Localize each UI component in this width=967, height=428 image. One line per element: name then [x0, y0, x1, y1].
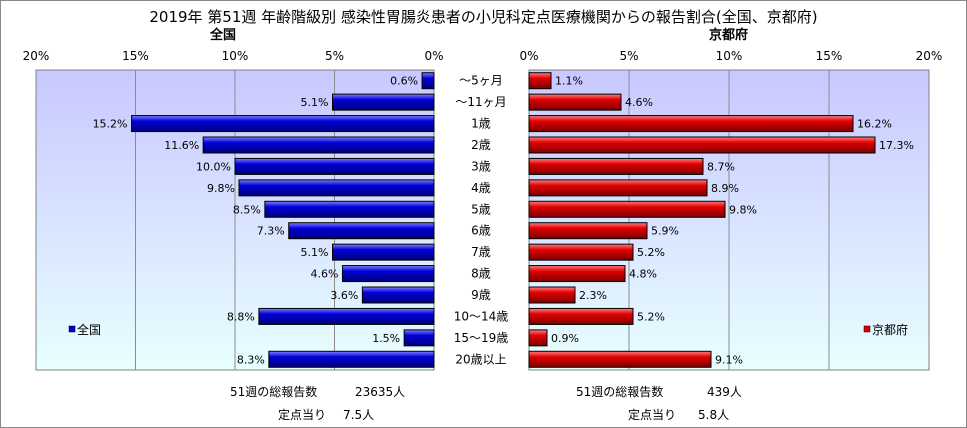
- category-label: 3歳: [471, 159, 491, 173]
- kyoto-bar: [528, 179, 708, 197]
- category-label: 1歳: [471, 117, 491, 131]
- category-label: ～5ヶ月: [459, 74, 503, 88]
- kyoto-data-label: 1.1%: [555, 75, 583, 88]
- category-label: 9歳: [471, 288, 491, 302]
- kyoto-data-label: 17.3%: [879, 139, 914, 152]
- category-label: 5歳: [471, 202, 491, 216]
- japan-data-label: 11.6%: [164, 139, 199, 152]
- kyoto-x-tick: 5%: [619, 49, 638, 63]
- kyoto-legend-swatch: [863, 325, 871, 333]
- kyoto-data-label: 0.9%: [551, 332, 579, 345]
- japan-bar: [332, 93, 435, 111]
- kyoto-data-label: 9.8%: [729, 203, 757, 216]
- kyoto-data-label: 8.7%: [707, 160, 735, 173]
- japan-total-label: 51週の総報告数: [230, 385, 318, 399]
- kyoto-per-value: 5.8人: [698, 408, 730, 422]
- kyoto-bar: [528, 136, 876, 154]
- kyoto-data-label: 4.8%: [629, 268, 657, 281]
- japan-x-tick: 20%: [23, 49, 50, 63]
- japan-total-value: 23635人: [355, 385, 406, 399]
- category-label: 7歳: [471, 245, 491, 259]
- japan-data-label: 8.3%: [237, 353, 265, 366]
- japan-legend-label: 全国: [77, 322, 101, 337]
- kyoto-data-label: 4.6%: [625, 96, 653, 109]
- japan-x-tick: 10%: [222, 49, 249, 63]
- japan-x-tick: 15%: [122, 49, 149, 63]
- japan-bar: [202, 136, 435, 154]
- japan-x-tick: 5%: [325, 49, 344, 63]
- kyoto-x-tick: 10%: [716, 49, 743, 63]
- japan-bar: [268, 350, 435, 368]
- kyoto-bar: [528, 307, 634, 325]
- kyoto-data-label: 5.9%: [651, 225, 679, 238]
- category-label: 8歳: [471, 267, 491, 281]
- chart-title: 2019年 第51週 年齢階級別 感染性胃腸炎患者の小児科定点医療機関からの報告…: [149, 8, 818, 26]
- japan-data-label: 3.6%: [330, 289, 358, 302]
- japan-bar: [258, 307, 435, 325]
- kyoto-bar: [528, 157, 704, 175]
- kyoto-x-tick: 0%: [519, 49, 538, 63]
- japan-bar: [288, 222, 435, 240]
- kyoto-bar: [528, 265, 626, 283]
- japan-data-label: 5.1%: [301, 246, 329, 259]
- category-label: 10～14歳: [454, 309, 509, 323]
- kyoto-bar: [528, 200, 726, 218]
- japan-bar: [234, 157, 435, 175]
- category-label: 15～19歳: [454, 331, 509, 345]
- japan-bar: [361, 286, 435, 304]
- japan-data-label: 5.1%: [301, 96, 329, 109]
- kyoto-x-tick: 20%: [916, 49, 943, 63]
- category-label: ～11ヶ月: [455, 95, 506, 109]
- japan-bar: [238, 179, 435, 197]
- japan-legend-swatch: [68, 325, 76, 333]
- japan-data-label: 8.5%: [233, 203, 261, 216]
- japan-per-label: 定点当り: [278, 408, 327, 422]
- kyoto-bar: [528, 329, 548, 347]
- kyoto-bar: [528, 115, 854, 133]
- japan-data-label: 15.2%: [93, 118, 128, 131]
- kyoto-bar: [528, 72, 552, 90]
- kyoto-bar: [528, 93, 622, 111]
- kyoto-legend-label: 京都府: [872, 322, 908, 337]
- kyoto-bar: [528, 243, 634, 261]
- kyoto-bar: [528, 286, 576, 304]
- japan-bar: [264, 200, 435, 218]
- category-label: 2歳: [471, 138, 491, 152]
- japan-bar: [421, 72, 435, 90]
- kyoto-data-label: 5.2%: [637, 310, 665, 323]
- kyoto-data-label: 9.1%: [715, 353, 743, 366]
- category-label: 6歳: [471, 224, 491, 238]
- japan-data-label: 9.8%: [207, 182, 235, 195]
- japan-data-label: 8.8%: [227, 310, 255, 323]
- japan-bar: [332, 243, 435, 261]
- kyoto-bar: [528, 350, 712, 368]
- japan-bar: [341, 265, 435, 283]
- japan-data-label: 10.0%: [196, 160, 231, 173]
- kyoto-bar: [528, 222, 648, 240]
- japan-data-label: 0.6%: [390, 75, 418, 88]
- category-label: 4歳: [471, 181, 491, 195]
- kyoto-data-label: 2.3%: [579, 289, 607, 302]
- japan-data-label: 4.6%: [311, 268, 339, 281]
- kyoto-total-label: 51週の総報告数: [576, 385, 664, 399]
- kyoto-data-label: 5.2%: [637, 246, 665, 259]
- kyoto-total-value: 439人: [707, 385, 742, 399]
- japan-data-label: 1.5%: [372, 332, 400, 345]
- japan-data-label: 7.3%: [257, 225, 285, 238]
- japan-bar: [131, 115, 435, 133]
- japan-per-value: 7.5人: [343, 408, 375, 422]
- kyoto-x-tick: 15%: [816, 49, 843, 63]
- japan-bar: [403, 329, 435, 347]
- category-label: 20歳以上: [455, 352, 506, 366]
- japan-panel-title: 全国: [210, 28, 237, 43]
- japan-x-tick: 0%: [424, 49, 443, 63]
- kyoto-per-label: 定点当り: [628, 408, 677, 422]
- kyoto-data-label: 8.9%: [711, 182, 739, 195]
- kyoto-data-label: 16.2%: [857, 118, 892, 131]
- kyoto-panel-title: 京都府: [709, 28, 749, 43]
